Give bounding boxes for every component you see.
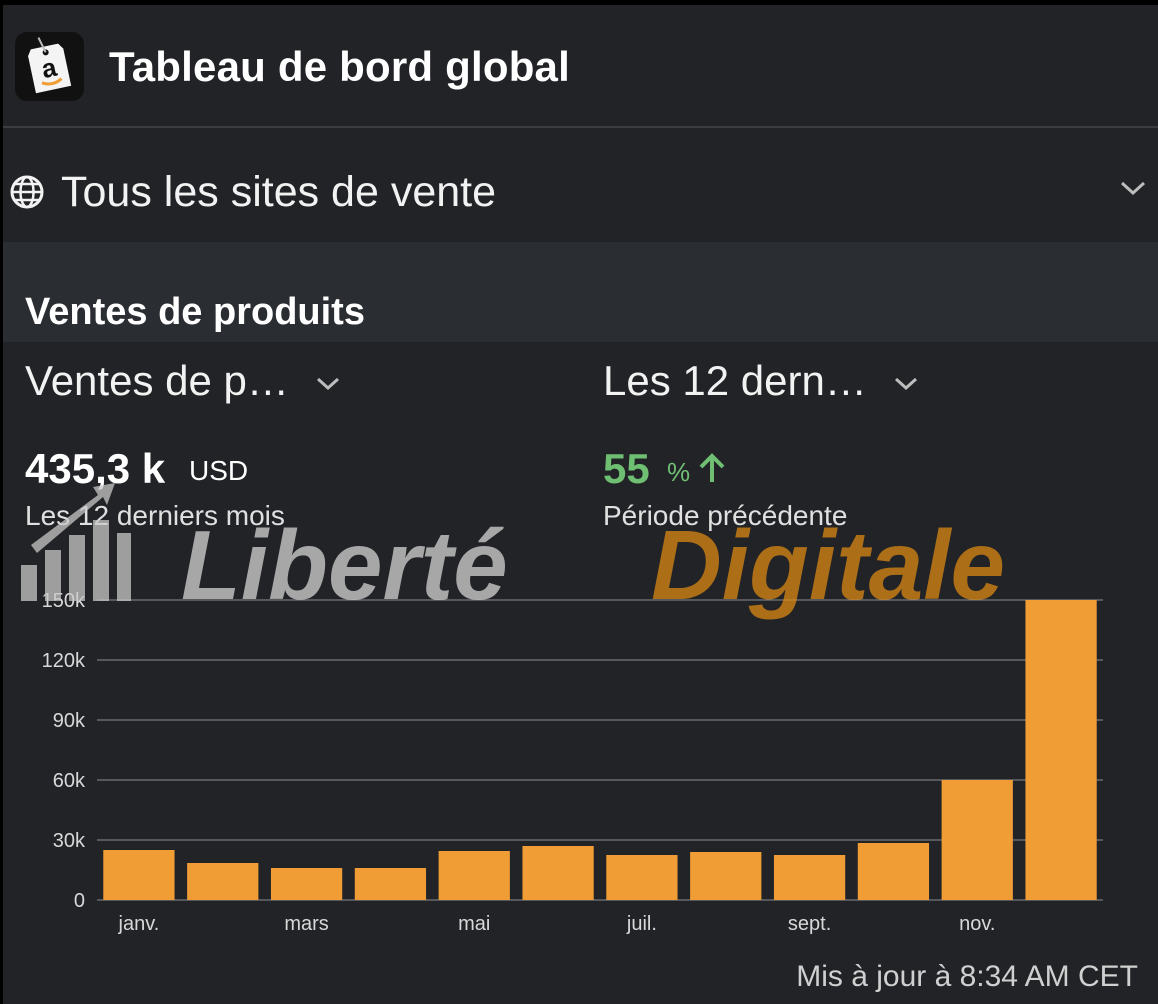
bar-août[interactable] [690, 852, 762, 900]
marketplace-label: Tous les sites de vente [61, 168, 497, 216]
bar-sept.[interactable] [773, 855, 846, 900]
period-dropdown[interactable]: Les 12 dern… [603, 357, 867, 404]
x-tick-label: janv. [118, 913, 160, 935]
x-tick-label: mars [284, 913, 328, 935]
bar-juil.[interactable] [606, 855, 678, 900]
sales-bar-chart: 0 30k 60k 90k 120k 150k janv. mars mai juil. sept.… [42, 590, 1103, 935]
bar-févr.[interactable] [187, 863, 259, 900]
chevron-down-icon [316, 377, 340, 391]
bar-janv.[interactable] [103, 850, 175, 900]
y-tick-label: 150k [42, 590, 86, 612]
x-tick-label: sept. [788, 913, 831, 935]
globe-icon [10, 175, 44, 209]
dashboard-screen: a Tableau de bord global Tous les sites … [3, 5, 1158, 1004]
section-header-band [3, 242, 1158, 342]
y-tick-label: 120k [42, 650, 86, 672]
bar-déc.[interactable] [1025, 600, 1097, 900]
bar-mars[interactable] [270, 868, 343, 900]
bar-avr.[interactable] [354, 868, 427, 900]
bar-juin[interactable] [522, 846, 594, 900]
total-sales-unit: USD [189, 455, 249, 486]
arrow-up-icon [699, 453, 725, 482]
bar-mai[interactable] [438, 851, 510, 900]
growth-value: 55 [603, 445, 650, 492]
growth-caption: Période précédente [603, 500, 848, 531]
x-tick-label: nov. [959, 913, 995, 935]
header-divider [3, 126, 1158, 128]
svg-text:a: a [39, 52, 60, 84]
marketplace-selector[interactable]: Tous les sites de vente [3, 130, 1158, 242]
y-tick-label: 30k [53, 830, 86, 852]
section-title: Ventes de produits [25, 291, 365, 333]
chevron-down-icon [1120, 181, 1146, 196]
metric-dropdown[interactable]: Ventes de p… [25, 357, 289, 404]
x-tick-label: mai [458, 913, 490, 935]
bar-nov.[interactable] [941, 780, 1013, 900]
page-title: Tableau de bord global [109, 43, 570, 90]
x-tick-label: juil. [626, 913, 657, 935]
y-tick-label: 60k [53, 770, 86, 792]
chevron-down-icon [894, 377, 918, 391]
bar-oct.[interactable] [857, 843, 930, 900]
last-updated-text: Mis à jour à 8:34 AM CET [796, 960, 1138, 993]
app-header: a Tableau de bord global [3, 5, 1158, 125]
amazon-seller-icon[interactable]: a [15, 32, 84, 101]
growth-unit: % [667, 457, 691, 487]
y-tick-label: 90k [53, 710, 86, 732]
y-tick-label: 0 [74, 890, 85, 912]
